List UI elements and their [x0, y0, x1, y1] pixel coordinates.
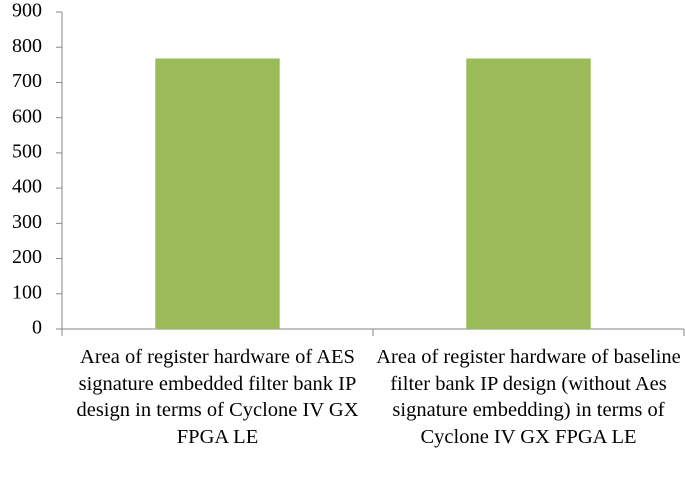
y-tick-label: 200	[12, 246, 42, 268]
y-tick-label: 700	[12, 70, 42, 92]
x-tick-label: Area of register hardware of AES signatu…	[76, 346, 359, 448]
y-tick-label: 100	[12, 281, 42, 303]
y-tick-label: 800	[12, 35, 42, 57]
x-tick-label: Area of register hardware of baseline fi…	[376, 346, 681, 448]
y-tick-label: 400	[12, 176, 42, 198]
bar	[155, 58, 280, 329]
y-tick-label: 500	[12, 140, 42, 162]
bar	[466, 58, 591, 329]
y-tick-label: 0	[32, 317, 42, 339]
y-tick-label: 900	[12, 0, 42, 22]
y-tick-label: 300	[12, 211, 42, 233]
y-tick-label: 600	[12, 105, 42, 127]
